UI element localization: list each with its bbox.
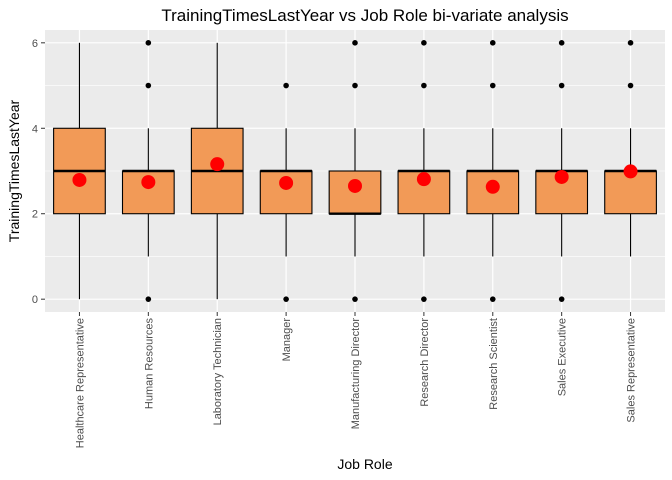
outlier-point xyxy=(145,296,152,302)
x-tick-label: Human Resources xyxy=(143,318,155,410)
outlier-point xyxy=(421,82,427,89)
x-tick-label: Sales Representative xyxy=(626,318,638,423)
outlier-point xyxy=(283,82,289,89)
mean-point xyxy=(485,179,500,194)
outlier-point xyxy=(421,40,427,46)
outlier-point xyxy=(489,296,496,302)
x-tick-label: Research Director xyxy=(419,318,431,407)
outlier-point xyxy=(352,82,358,89)
box-8 xyxy=(535,40,589,302)
mean-point xyxy=(141,175,156,190)
mean-point xyxy=(210,157,225,172)
x-axis: Healthcare Representative Human Resources… xyxy=(74,312,638,448)
mean-point xyxy=(279,175,294,190)
box-3 xyxy=(190,42,244,300)
box-5 xyxy=(328,40,382,302)
y-axis: 0 2 4 6 xyxy=(32,38,45,306)
y-axis-title: TrainingTimesLastYear xyxy=(6,99,22,242)
x-tick-label: Research Scientist xyxy=(488,318,500,410)
outlier-point xyxy=(283,296,289,302)
box-4 xyxy=(259,82,313,302)
outlier-point xyxy=(145,82,152,89)
x-tick-label: Manager xyxy=(281,318,293,362)
outlier-point xyxy=(489,40,496,46)
y-tick-label: 2 xyxy=(32,209,38,221)
outlier-point xyxy=(352,296,358,302)
x-tick-label: Healthcare Representative xyxy=(74,318,86,448)
boxplots xyxy=(53,40,657,302)
outlier-point xyxy=(558,82,565,89)
x-tick-label: Sales Executive xyxy=(557,318,569,396)
x-tick-label: Laboratory Technician xyxy=(212,318,224,425)
outlier-point xyxy=(352,40,358,46)
box-6 xyxy=(397,40,451,302)
mean-point xyxy=(348,178,362,193)
box-2 xyxy=(121,40,175,302)
chart-title: TrainingTimesLastYear vs Job Role bi-var… xyxy=(161,6,568,25)
box-7 xyxy=(466,40,520,302)
mean-point xyxy=(554,169,569,184)
outlier-point xyxy=(627,40,634,46)
y-tick-label: 0 xyxy=(32,294,38,306)
outlier-point xyxy=(627,82,634,89)
mean-point xyxy=(416,172,431,187)
x-tick-label: Manufacturing Director xyxy=(350,318,362,430)
box-1 xyxy=(53,42,106,300)
x-axis-title: Job Role xyxy=(337,456,392,472)
outlier-point xyxy=(489,82,496,89)
mean-point xyxy=(623,164,638,179)
box-9 xyxy=(604,40,657,257)
outlier-point xyxy=(558,296,565,302)
y-tick-label: 6 xyxy=(32,38,38,50)
y-tick-label: 4 xyxy=(32,123,38,135)
outlier-point xyxy=(558,40,565,46)
outlier-point xyxy=(421,296,427,302)
mean-point xyxy=(72,172,87,187)
outlier-point xyxy=(145,40,152,46)
